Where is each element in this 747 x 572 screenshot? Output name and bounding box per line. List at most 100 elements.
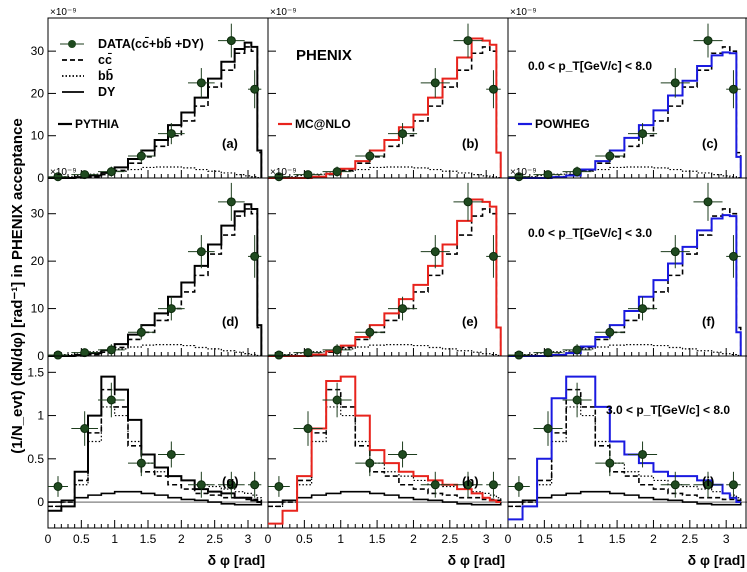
- data-point: [250, 251, 260, 261]
- panel-e: ×10⁻⁹ (e): [267, 167, 509, 360]
- histogram-total: [48, 203, 263, 357]
- histogram-dashed: [268, 46, 502, 179]
- data-point: [572, 395, 582, 405]
- x-axis-title-col-2: δ φ [rad]: [448, 552, 505, 568]
- x-tick-label: 3: [483, 532, 490, 546]
- y-tick-label: 20: [31, 254, 45, 268]
- y-exponent: ×10⁻⁹: [510, 167, 537, 178]
- data-point: [136, 458, 146, 468]
- legend-label: DATA(cc̄+bb̄ +DY): [98, 37, 204, 51]
- panel-tag: (f): [702, 314, 715, 329]
- histogram-dotted: [48, 344, 262, 357]
- y-tick-label: 0.5: [27, 452, 44, 466]
- data-point: [463, 197, 473, 207]
- generator-label: MC@NLO: [295, 117, 351, 131]
- y-axis-title: (1/N_evt) (dN/dφ) [rad⁻¹] in PHENIX acce…: [9, 118, 26, 453]
- data-point: [106, 345, 116, 355]
- x-axis-title-col-1: δ φ [rad]: [208, 552, 265, 568]
- data-point: [638, 129, 648, 139]
- histogram-solid: [268, 490, 502, 506]
- histogram-dotted: [508, 406, 742, 507]
- pt-range-label: 0.0 < p_T[GeV/c] < 3.0: [528, 226, 652, 240]
- histogram-dashed: [48, 46, 263, 179]
- legend-label: bb̄: [98, 69, 114, 83]
- panel-b: ×10⁻⁹ (b) MC@NLO: [267, 7, 509, 182]
- panel-tag: (b): [462, 136, 479, 151]
- histogram-dashed: [48, 208, 263, 357]
- data-point: [572, 167, 582, 177]
- y-tick-label: 1: [37, 409, 44, 423]
- data-point: [728, 480, 738, 490]
- data-point: [463, 480, 473, 490]
- data-point: [430, 480, 440, 490]
- data-point: [398, 304, 408, 314]
- data-point: [543, 170, 553, 180]
- data-point: [703, 480, 713, 490]
- panel-tag: (a): [222, 136, 238, 151]
- data-point: [605, 458, 615, 468]
- data-point: [332, 345, 342, 355]
- histogram-total: [508, 214, 742, 357]
- data-point: [398, 129, 408, 139]
- data-point: [332, 395, 342, 405]
- data-point: [53, 481, 63, 491]
- histogram-dashed: [268, 208, 502, 357]
- y-tick-label: 30: [31, 207, 45, 221]
- data-point: [274, 172, 284, 182]
- data-point: [274, 481, 284, 491]
- data-point: [365, 327, 375, 337]
- histogram-total: [268, 198, 502, 357]
- panel-h: 0 0.5 1 1.5 2 2.5 3 (h): [265, 355, 509, 546]
- data-point: [514, 172, 524, 182]
- data-point: [250, 480, 260, 490]
- data-point: [303, 424, 313, 434]
- histogram-solid: [508, 490, 742, 506]
- data-point: [638, 304, 648, 314]
- x-tick-label: 0.5: [536, 532, 553, 546]
- data-point: [80, 170, 90, 180]
- y-exponent: ×10⁻⁹: [510, 7, 537, 18]
- y-exponent: ×10⁻⁹: [270, 167, 297, 178]
- y-exponent: ×10⁻⁹: [50, 167, 77, 178]
- panel-tag: (g): [222, 474, 239, 489]
- data-point: [80, 348, 90, 358]
- panel-d: 0 10 20 30 ×10⁻⁹ (d): [31, 167, 269, 363]
- x-tick-label: 0: [505, 532, 512, 546]
- data-point: [53, 172, 63, 182]
- panel-tag: (h): [462, 474, 479, 489]
- panel-tag: (e): [462, 314, 478, 329]
- legend-label: DY: [98, 85, 116, 99]
- data-point: [638, 449, 648, 459]
- data-point: [703, 36, 713, 46]
- legend: DATA(cc̄+bb̄ +DY) cc̄ bb̄ DY: [60, 37, 204, 99]
- data-point: [365, 458, 375, 468]
- panel-border: [507, 355, 747, 529]
- data-point: [196, 480, 206, 490]
- data-point: [514, 481, 524, 491]
- x-tick-label: 3: [723, 532, 730, 546]
- y-exponent: ×10⁻⁹: [270, 7, 297, 18]
- data-point: [80, 424, 90, 434]
- y-tick-label: 0: [37, 349, 44, 363]
- generator-label: POWHEG: [535, 117, 590, 131]
- data-point: [274, 350, 284, 360]
- panel-grid: 0102030×10⁻⁹(a)PYTHIA×10⁻⁹(b)MC@NLO×10⁻⁹…: [27, 7, 747, 546]
- x-tick-label: 0: [265, 532, 272, 546]
- experiment-label: PHENIX: [296, 47, 352, 64]
- data-point: [196, 247, 206, 257]
- x-tick-label: 1.5: [140, 532, 157, 546]
- data-point: [53, 350, 63, 360]
- data-point: [196, 78, 206, 88]
- y-tick-label: 20: [31, 86, 45, 100]
- data-point: [166, 449, 176, 459]
- data-point: [543, 424, 553, 434]
- data-point: [572, 345, 582, 355]
- x-tick-label: 1: [577, 532, 584, 546]
- data-point: [605, 327, 615, 337]
- pt-range-label: 0.0 < p_T[GeV/c] < 8.0: [528, 59, 652, 73]
- x-tick-label: 1: [111, 532, 118, 546]
- x-axis-title-col-3: δ φ [rad]: [688, 552, 745, 568]
- x-tick-label: 2: [650, 532, 657, 546]
- histogram-dotted: [48, 406, 262, 507]
